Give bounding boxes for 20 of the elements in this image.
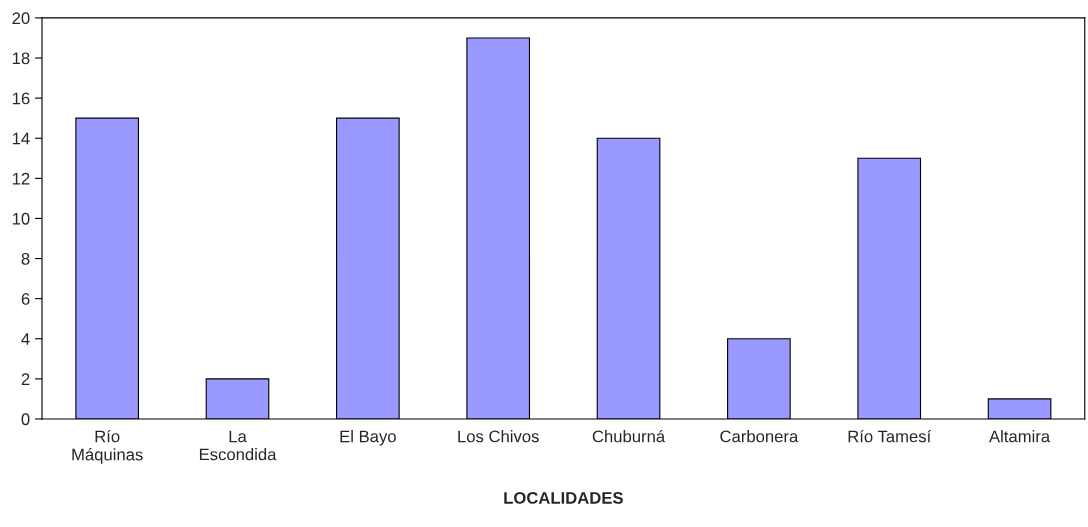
y-tick-label: 0 (21, 413, 30, 426)
y-tick-label: 4 (21, 333, 30, 345)
x-tick-label: El Bayo (340, 430, 396, 446)
y-tick-label: 18 (12, 52, 30, 65)
y-tick-label: 14 (12, 132, 30, 145)
x-tick-label: Río Tamesí (848, 429, 932, 443)
x-tick-label: Chuburná (592, 429, 666, 443)
y-tick-label: 10 (12, 212, 30, 225)
x-tick-label: Los Chivos (458, 430, 539, 443)
x-axis-title: LOCALIDADES (504, 492, 623, 504)
x-tick-label: Altamira (989, 430, 1051, 443)
y-tick-label: 8 (21, 252, 30, 265)
y-tick-label: 2 (21, 373, 30, 385)
y-tick-label: 6 (21, 293, 30, 305)
x-tick-label: La Escondida (199, 430, 277, 461)
y-tick-label: 20 (12, 12, 30, 25)
x-tick-label: Río Máquinas (72, 429, 143, 464)
y-tick-label: 16 (12, 92, 30, 105)
x-tick-label: Carbonera (720, 430, 799, 443)
y-tick-label: 12 (12, 172, 30, 185)
